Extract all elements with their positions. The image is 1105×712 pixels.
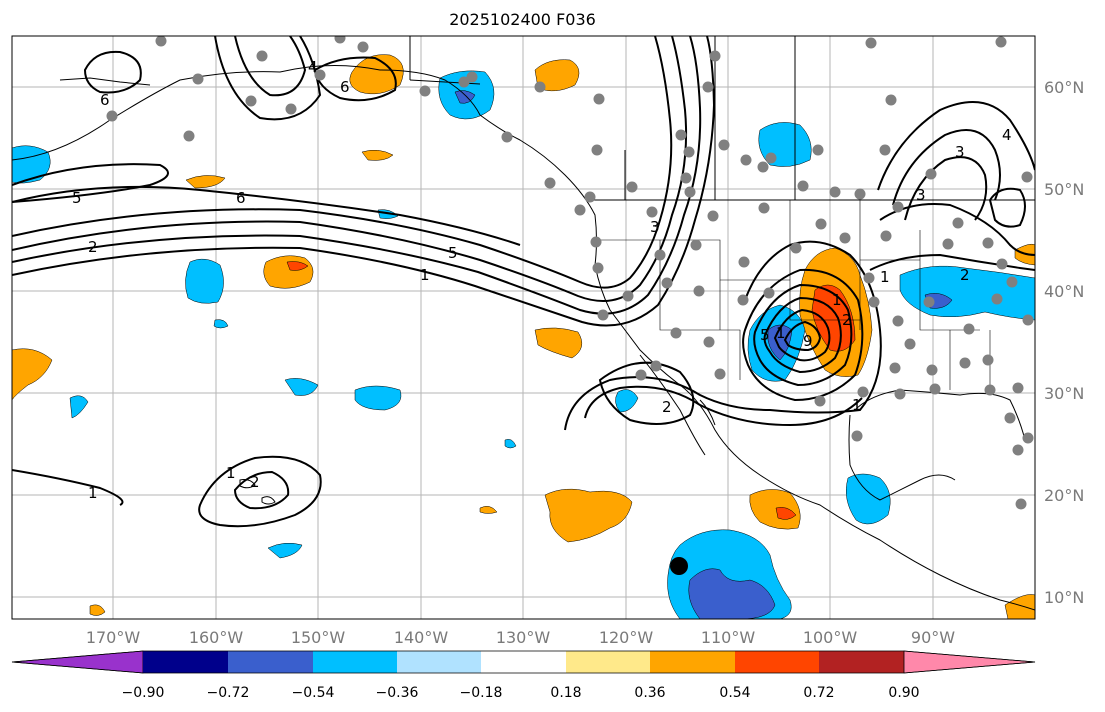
contour-label: 3 (650, 218, 660, 236)
lat-label: 40°N (1044, 282, 1084, 301)
contour-label: 1 (88, 484, 98, 502)
colorbar-segment (566, 651, 650, 673)
contour-label: 5 (72, 189, 82, 207)
lat-label: 50°N (1044, 180, 1084, 199)
contour-label: 9 (803, 332, 813, 350)
colorbar-segment (735, 651, 819, 673)
colorbar-segment (313, 651, 397, 673)
contour-label: 2 (250, 473, 260, 491)
contour-labels: 6 5 6 2 3 1 5 1 1 2 3 4 3 2 1 9 5 2 1 2 … (72, 58, 1012, 502)
colorbar-segment (819, 651, 904, 673)
lat-label: 20°N (1044, 486, 1084, 505)
colorbar-outline (11, 650, 1036, 674)
contour-label: 6 (236, 189, 246, 207)
colorbar-tick-label: 0.18 (550, 685, 581, 701)
colorbar-ticks: −0.90 −0.72 −0.54 −0.36 −0.18 0.18 0.36 … (122, 685, 920, 701)
lon-label: 120°W (599, 628, 654, 647)
contour-lines (12, 36, 1035, 528)
shaded-field (12, 54, 1035, 619)
lon-label: 140°W (394, 628, 449, 647)
colorbar-tick-label: 0.36 (634, 685, 665, 701)
contour-label: 2 (662, 398, 672, 416)
contour-label: 1 (776, 324, 786, 342)
contour-label: 3 (955, 143, 965, 161)
gridlines (12, 36, 1035, 619)
contour-label: 4 (308, 58, 318, 76)
colorbar-segment (228, 651, 313, 673)
colorbar-segment (903, 650, 1036, 674)
lat-label: 60°N (1044, 78, 1084, 97)
contour-label: 1 (832, 291, 842, 309)
lon-label: 110°W (701, 628, 756, 647)
colorbar-segment (11, 650, 144, 674)
contour-label: 2 (88, 238, 98, 256)
lon-label: 170°W (86, 628, 141, 647)
colorbar-tick-label: −0.72 (207, 685, 250, 701)
contour-label: 4 (1002, 126, 1012, 144)
colorbar-tick-label: 0.54 (719, 685, 750, 701)
colorbar-segment (650, 651, 735, 673)
lon-label: 100°W (803, 628, 858, 647)
colorbar-segment (397, 651, 481, 673)
colorbar-tick-label: −0.18 (460, 685, 503, 701)
contour-label: 1 (226, 464, 236, 482)
station-marker-dot (670, 557, 688, 575)
contour-label: 6 (100, 91, 110, 109)
map-title: 2025102400 F036 (449, 10, 596, 29)
contour-label: 2 (842, 311, 852, 329)
colorbar-tick-label: −0.36 (376, 685, 419, 701)
colorbar-segment (481, 651, 566, 673)
lon-label: 160°W (189, 628, 244, 647)
contour-label: 5 (448, 244, 458, 262)
latitude-axis: 60°N 50°N 40°N 30°N 20°N 10°N (1044, 78, 1084, 607)
lat-label: 30°N (1044, 384, 1084, 403)
contour-label: 1 (852, 396, 862, 414)
contour-label: 2 (960, 266, 970, 284)
colorbar (11, 650, 1036, 674)
longitude-axis: 170°W 160°W 150°W 140°W 130°W 120°W 110°… (86, 628, 955, 647)
lon-label: 150°W (291, 628, 346, 647)
contour-label: 5 (760, 326, 770, 344)
colorbar-tick-label: −0.54 (292, 685, 335, 701)
map-frame (11, 35, 1036, 620)
contour-label: 1 (880, 268, 890, 286)
contour-label: 1 (420, 266, 430, 284)
lat-label: 10°N (1044, 588, 1084, 607)
lon-label: 90°W (911, 628, 955, 647)
contour-label: 3 (916, 186, 926, 204)
lon-label: 130°W (496, 628, 551, 647)
colorbar-segment (143, 651, 228, 673)
station-dots (106, 36, 1034, 510)
colorbar-tick-label: −0.90 (122, 685, 165, 701)
colorbar-tick-label: 0.90 (888, 685, 919, 701)
colorbar-tick-label: 0.72 (803, 685, 834, 701)
contour-label: 6 (340, 78, 350, 96)
